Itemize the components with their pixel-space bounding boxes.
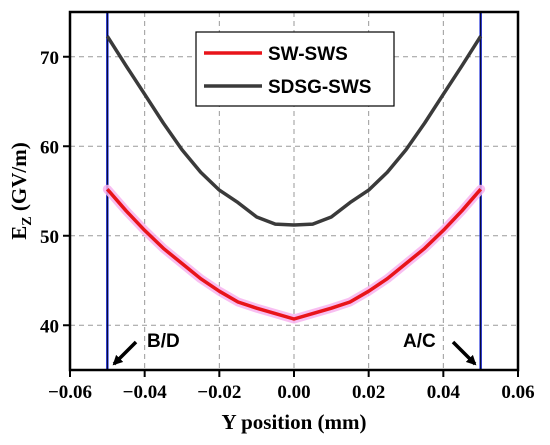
- y-axis-title-rest: (GV/m): [7, 142, 31, 216]
- x-axis-ticks: −0.06 −0.04 −0.02 0.00 0.02 0.04 0.06: [48, 370, 535, 403]
- y-tick-label: 70: [40, 48, 59, 69]
- x-axis-title: Y position (mm): [221, 410, 366, 434]
- legend-label-sw-sws: SW-SWS: [268, 44, 348, 65]
- y-axis-title-main: E: [7, 226, 31, 240]
- x-tick-label: 0.06: [501, 382, 534, 403]
- y-tick-label: 60: [40, 137, 59, 158]
- legend: SW-SWS SDSG-SWS: [195, 31, 395, 107]
- y-axis-title: EZ (GV/m): [7, 142, 35, 239]
- annotations: B/D A/C: [112, 331, 477, 366]
- y-axis-title-sub: Z: [20, 216, 35, 225]
- x-tick-label: −0.06: [48, 382, 92, 403]
- annotation-label-a-c: A/C: [403, 331, 436, 352]
- annotation-label-b-d: B/D: [147, 331, 180, 352]
- series-group: [102, 35, 486, 324]
- y-axis-ticks: 40 50 60 70: [40, 48, 70, 337]
- annotation-arrow-b-d: [112, 340, 138, 366]
- series-halo-sw-sws: [102, 184, 486, 324]
- legend-label-sdsg-sws: SDSG-SWS: [268, 77, 371, 98]
- x-tick-label: −0.04: [123, 382, 168, 403]
- x-tick-label: −0.02: [197, 382, 241, 403]
- x-tick-label: 0.02: [352, 382, 385, 403]
- y-tick-label: 40: [40, 316, 59, 337]
- y-tick-label: 50: [40, 227, 59, 248]
- x-tick-label: 0.04: [427, 382, 461, 403]
- series-line-sdsg-sws: [105, 35, 483, 227]
- legend-box: [195, 31, 395, 107]
- series-line-sw-sws: [105, 188, 483, 321]
- x-tick-label: 0.00: [277, 382, 310, 403]
- annotation-arrow-a-c: [451, 340, 477, 366]
